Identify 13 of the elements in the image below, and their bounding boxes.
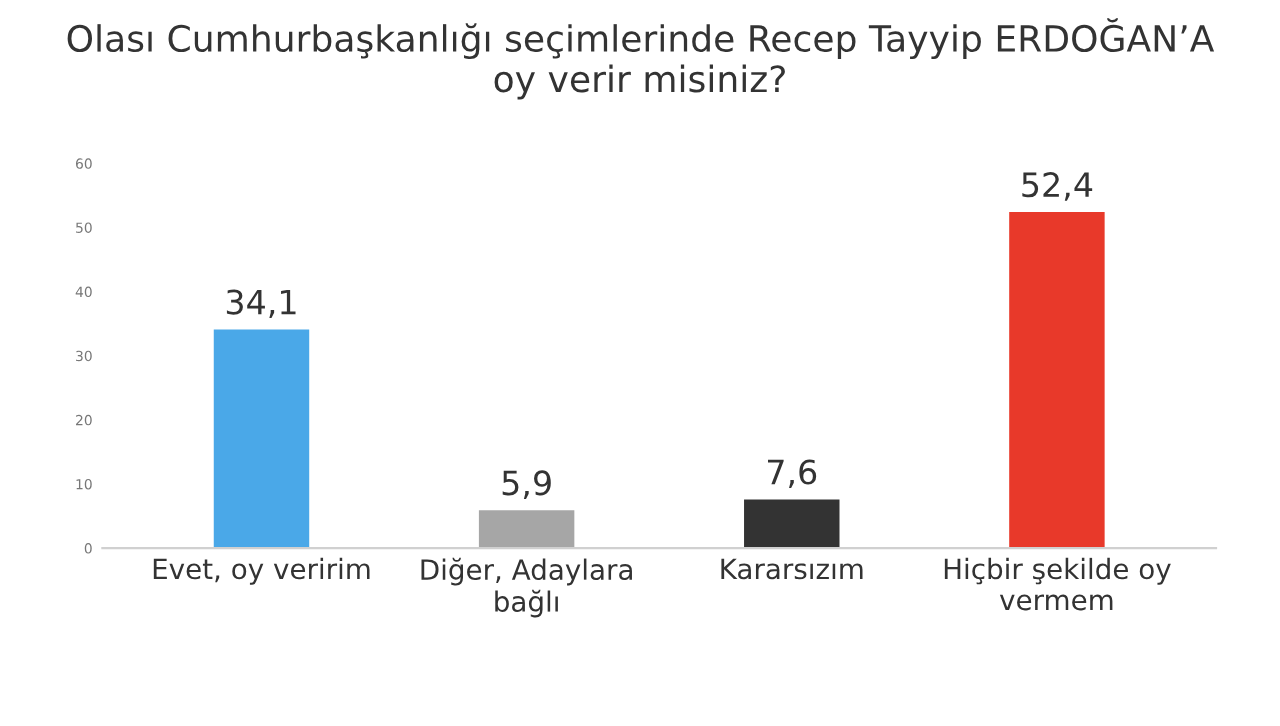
x-tick-label: Diğer, Adaylara bağlı [421, 557, 632, 618]
bar [1009, 212, 1105, 549]
bar [478, 510, 575, 549]
x-tick-label: Evet, oy veririm [153, 557, 370, 585]
bar [213, 329, 310, 549]
x-tick-label: Kararsızım [721, 558, 863, 580]
data-label: 34,1 [226, 289, 296, 319]
x-tick-label: Hiçbir şekilde oy vermem [944, 557, 1171, 611]
chart-title: Olası Cumhurbaşkanlığı seçimlerinde Recep Tayyip ERDOĞAN’A oy verir misiniz? [67, 18, 1215, 100]
data-label: 7,6 [768, 459, 817, 488]
data-label: 5,9 [502, 470, 551, 499]
data-label: 52,4 [1022, 172, 1093, 201]
bar [744, 499, 840, 549]
